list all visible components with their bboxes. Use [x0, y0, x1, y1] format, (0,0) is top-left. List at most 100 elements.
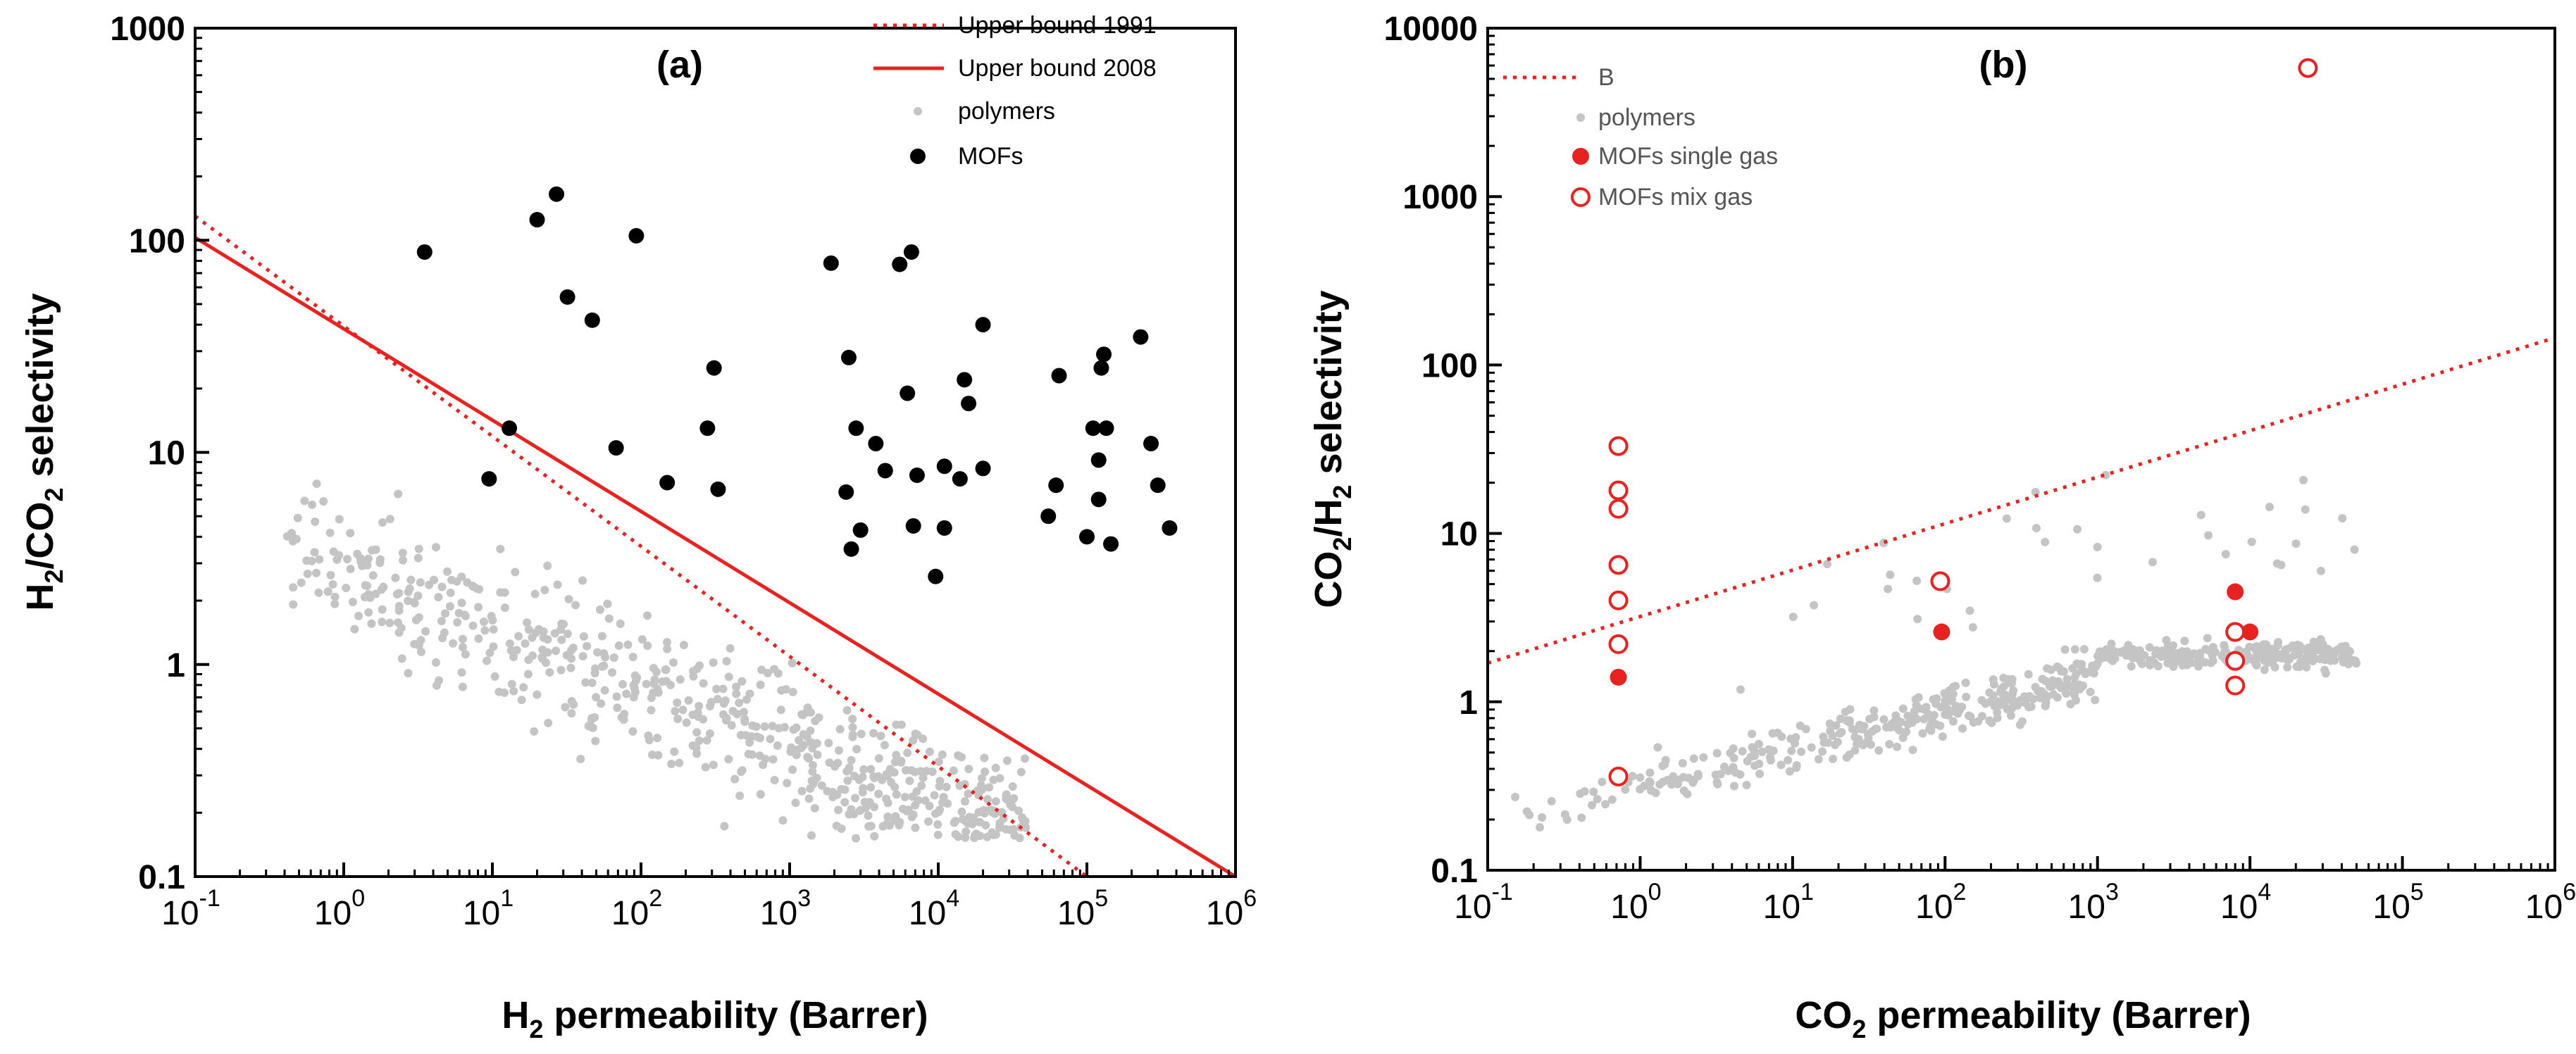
- polymer-point: [2344, 646, 2353, 655]
- polymer-point: [942, 782, 951, 791]
- polymer-point: [2041, 537, 2050, 546]
- polymer-point: [1784, 755, 1793, 765]
- polymer-point: [325, 528, 335, 537]
- polymer-point: [556, 665, 566, 675]
- polymer-point: [2277, 653, 2286, 663]
- polymer-point: [977, 774, 986, 783]
- polymer-point: [675, 758, 684, 767]
- polymer-point: [770, 775, 779, 784]
- polymer-point: [2151, 650, 2160, 659]
- polymer-point: [404, 669, 413, 678]
- polymer-point: [629, 693, 638, 702]
- polymer-point: [2170, 660, 2179, 669]
- polymer-point: [597, 662, 606, 671]
- x-tick-label: 104: [909, 885, 959, 932]
- polymer-point: [1511, 792, 1520, 801]
- polymer-point: [676, 675, 685, 684]
- mofs-single-gas-point: [1933, 623, 1950, 641]
- polymer-point: [311, 517, 320, 527]
- polymer-point: [892, 751, 901, 760]
- polymer-point: [505, 639, 514, 648]
- polymer-point: [823, 786, 832, 796]
- polymer-point: [1769, 746, 1778, 755]
- polymer-point: [1726, 748, 1735, 758]
- polymer-point: [2048, 682, 2057, 691]
- polymer-point: [2127, 662, 2136, 671]
- polymer-point: [2079, 645, 2089, 654]
- polymer-point: [724, 755, 733, 764]
- polymer-point: [600, 686, 609, 695]
- polymer-point: [1757, 747, 1767, 756]
- polymer-point: [851, 793, 860, 803]
- polymer-point: [2259, 640, 2268, 649]
- line-b: [1487, 336, 2556, 665]
- polymer-point: [378, 605, 387, 614]
- polymer-point: [670, 747, 679, 756]
- polymer-point: [1977, 696, 1986, 705]
- polymer-point: [2291, 539, 2301, 548]
- polymer-point: [288, 537, 297, 546]
- polymer-point: [1699, 753, 1708, 762]
- polymer-point: [437, 617, 446, 626]
- x-tick-label: 101: [463, 885, 514, 932]
- mofs-point: [1103, 536, 1119, 552]
- polymer-point: [523, 618, 532, 627]
- polymer-point: [561, 703, 570, 712]
- polymer-point: [693, 708, 702, 717]
- polymer-point: [897, 758, 906, 767]
- polymer-point: [358, 561, 367, 570]
- polymer-point: [1912, 576, 1922, 585]
- polymer-point: [788, 687, 797, 696]
- polymer-point: [2074, 680, 2084, 689]
- polymer-point: [2326, 656, 2335, 665]
- line-upper-bound-1991: [194, 214, 1088, 879]
- polymer-point: [803, 703, 812, 713]
- polymer-point: [653, 734, 662, 743]
- polymer-point: [397, 623, 406, 632]
- y-tick-label: 1000: [1402, 179, 1478, 216]
- polymer-point: [353, 549, 362, 558]
- polymer-point: [564, 594, 573, 603]
- polymer-point: [628, 653, 637, 662]
- polymer-point: [787, 743, 796, 752]
- polymer-point: [699, 715, 708, 724]
- polymer-point: [454, 608, 463, 617]
- polymer-point: [2260, 665, 2269, 675]
- polymer-point: [1964, 711, 1973, 720]
- polymer-point: [842, 705, 852, 715]
- polymer-point: [2073, 525, 2082, 534]
- x-tick-label: 102: [611, 885, 662, 932]
- polymer-point: [722, 657, 731, 666]
- mofs-point: [1079, 529, 1095, 545]
- polymer-point: [1835, 729, 1844, 738]
- polymer-point: [591, 736, 600, 746]
- polymer-point: [1950, 704, 1960, 713]
- polymer-point: [647, 705, 656, 715]
- polymer-point: [421, 627, 430, 636]
- polymer-point: [900, 793, 909, 802]
- mofs-mix-gas-point: [1608, 590, 1629, 610]
- polymer-point: [866, 765, 876, 774]
- polymer-point: [348, 598, 357, 607]
- mofs-point: [840, 349, 857, 365]
- polymer-point: [630, 671, 640, 680]
- polymer-point: [1598, 777, 1607, 786]
- mofs-point: [975, 317, 991, 333]
- polymer-point: [567, 709, 576, 718]
- polymer-point: [840, 798, 850, 807]
- polymer-point: [579, 632, 588, 641]
- polymer-point: [837, 785, 846, 794]
- polymer-point: [2270, 663, 2279, 672]
- polymer-point: [581, 678, 590, 687]
- polymer-point: [2054, 677, 2063, 686]
- polymer-point: [391, 573, 400, 582]
- polymer-point: [1940, 689, 1949, 698]
- polymer-point: [813, 751, 822, 760]
- polymer-point: [938, 750, 947, 759]
- polymer-point: [788, 658, 797, 667]
- polymer-point: [618, 679, 627, 689]
- legend-label-b: B: [1598, 64, 1614, 91]
- polymer-point: [597, 699, 606, 708]
- polymer-point: [2210, 648, 2220, 657]
- polymer-point: [597, 632, 606, 641]
